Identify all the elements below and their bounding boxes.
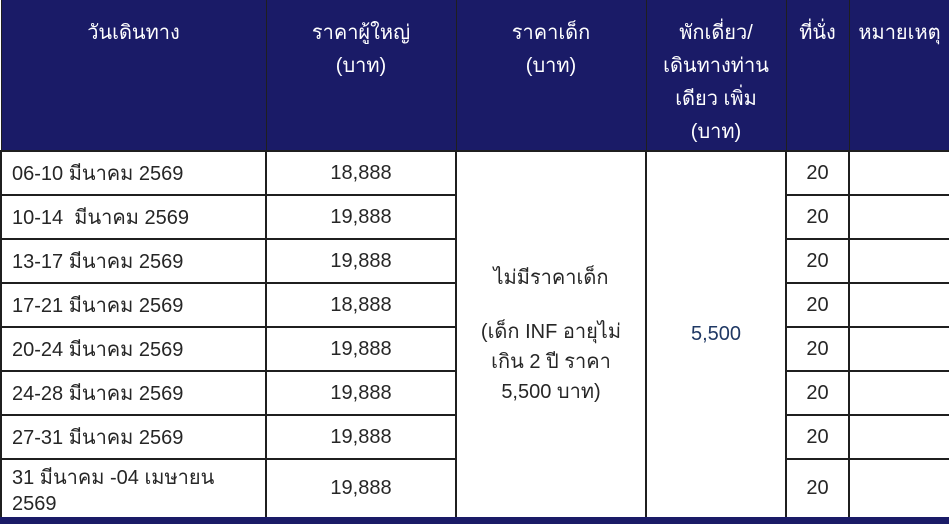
col-header-adult-price-line2: (บาท) (335, 55, 387, 77)
departure-date-cell: 13-17 มีนาคม 2569 (0, 238, 267, 284)
adult-price-cell: 19,888 (265, 194, 457, 240)
col-header-seats-label: ที่นั่ง (799, 22, 836, 44)
departure-date-cell: 31 มีนาคม -04 เมษายน 2569 (0, 458, 267, 522)
col-header-single-supplement: พักเดี่ยว/ เดินทางท่าน เดียว เพิ่ม (บาท) (645, 0, 787, 152)
seats-cell: 20 (785, 194, 850, 240)
remarks-cell (848, 326, 949, 372)
single-supplement-merged-cell: 5,500 (645, 150, 787, 522)
table-row: 06-10 มีนาคม 2569 18,888 ไม่มีราคาเด็ก (… (0, 150, 949, 522)
departure-date-cell: 24-28 มีนาคม 2569 (0, 370, 267, 416)
seats-cell: 20 (785, 370, 850, 416)
col-header-departure-date: วันเดินทาง (0, 0, 267, 152)
col-header-child-price-line1: ราคาเด็ก (511, 22, 591, 44)
remarks-cell (848, 194, 949, 240)
adult-price-cell: 19,888 (265, 370, 457, 416)
table-body: 06-10 มีนาคม 2569 18,888 ไม่มีราคาเด็ก (… (0, 150, 949, 522)
child-price-merged-cell: ไม่มีราคาเด็ก (เด็ก INF อายุไม่เกิน 2 ปี… (455, 150, 647, 522)
seats-cell: 20 (785, 282, 850, 328)
col-header-departure-date-label: วันเดินทาง (87, 22, 180, 44)
remarks-cell (848, 370, 949, 416)
table-row: 10-14 มีนาคม 2569 19,888 20 (0, 194, 949, 240)
departure-date-cell: 27-31 มีนาคม 2569 (0, 414, 267, 460)
col-header-single-supplement-line3: เดียว เพิ่ม (บาท) (675, 88, 757, 143)
col-header-remarks: หมายเหตุ (848, 0, 949, 152)
adult-price-cell: 18,888 (265, 282, 457, 328)
col-header-remarks-label: หมายเหตุ (858, 22, 941, 44)
child-price-title: ไม่มีราคาเด็ก (493, 266, 609, 289)
col-header-child-price-line2: (บาท) (525, 55, 577, 77)
table-row: 24-28 มีนาคม 2569 19,888 20 (0, 370, 949, 416)
seats-cell: 20 (785, 414, 850, 460)
remarks-cell (848, 150, 949, 196)
col-header-single-supplement-line2: เดินทางท่าน (663, 55, 769, 77)
table-row: 20-24 มีนาคม 2569 19,888 20 (0, 326, 949, 372)
header-row: วันเดินทาง ราคาผู้ใหญ่ (บาท) ราคาเด็ก (บ… (0, 0, 949, 152)
remarks-cell (848, 238, 949, 284)
table-row: 27-31 มีนาคม 2569 19,888 20 (0, 414, 949, 460)
col-header-single-supplement-line1: พักเดี่ยว/ (679, 22, 753, 44)
table-header: วันเดินทาง ราคาผู้ใหญ่ (บาท) ราคาเด็ก (บ… (0, 0, 949, 152)
seats-cell: 20 (785, 326, 850, 372)
departure-date-cell: 06-10 มีนาคม 2569 (0, 150, 267, 196)
remarks-cell (848, 282, 949, 328)
adult-price-cell: 19,888 (265, 414, 457, 460)
child-price-detail: (เด็ก INF อายุไม่เกิน 2 ปี ราคา 5,500 บา… (480, 320, 622, 403)
col-header-child-price: ราคาเด็ก (บาท) (455, 0, 647, 152)
adult-price-cell: 19,888 (265, 238, 457, 284)
seats-cell: 20 (785, 150, 850, 196)
adult-price-cell: 18,888 (265, 150, 457, 196)
departure-date-cell: 20-24 มีนาคม 2569 (0, 326, 267, 372)
col-header-seats: ที่นั่ง (785, 0, 850, 152)
table-row: 17-21 มีนาคม 2569 18,888 20 (0, 282, 949, 328)
adult-price-cell: 19,888 (265, 326, 457, 372)
remarks-cell (848, 414, 949, 460)
col-header-adult-price-line1: ราคาผู้ใหญ่ (311, 22, 411, 44)
seats-cell: 20 (785, 458, 850, 522)
remarks-cell (848, 458, 949, 522)
adult-price-cell: 19,888 (265, 458, 457, 522)
departure-date-cell: 10-14 มีนาคม 2569 (0, 194, 267, 240)
table-row: 13-17 มีนาคม 2569 19,888 20 (0, 238, 949, 284)
seats-cell: 20 (785, 238, 850, 284)
departure-date-cell: 17-21 มีนาคม 2569 (0, 282, 267, 328)
col-header-adult-price: ราคาผู้ใหญ่ (บาท) (265, 0, 457, 152)
